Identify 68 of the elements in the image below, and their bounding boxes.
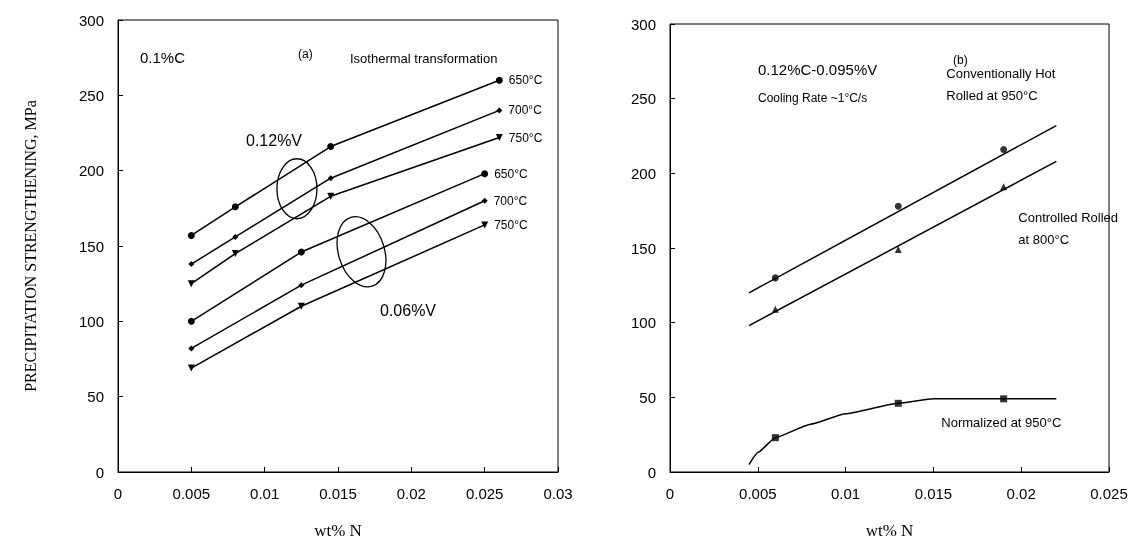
y-tick-label: 100 [78, 312, 104, 330]
y-tick-label: 250 [630, 90, 656, 108]
point [894, 202, 902, 210]
series-label: Controlled Rolled at 800°C [1018, 209, 1122, 247]
y-tick-label: 150 [78, 237, 104, 255]
point [298, 282, 305, 289]
series-label: 650°C [508, 73, 543, 88]
y-tick-label: 250 [78, 86, 104, 104]
point [495, 134, 503, 142]
series-label: 700°C [493, 193, 528, 208]
annotation: 0.1%C [140, 49, 186, 66]
point [481, 221, 489, 229]
y-tick-label: 300 [78, 11, 104, 29]
point [232, 233, 239, 240]
point [231, 203, 239, 211]
point [1000, 145, 1008, 153]
annotation: (a) [298, 47, 313, 61]
y-tick-label: 200 [78, 162, 104, 180]
x-tick-label: 0.005 [172, 485, 211, 502]
point [327, 143, 335, 151]
y-tick-label: 50 [87, 388, 104, 406]
x-tick-label: 0.005 [739, 485, 777, 502]
y-tick-label: 300 [630, 15, 656, 33]
point [188, 261, 195, 268]
annotation: (b) [953, 53, 968, 67]
x-tick-label: 0.025 [1090, 485, 1128, 502]
point [187, 231, 195, 239]
series-label: 700°C [508, 103, 543, 118]
y-tick-label: 200 [630, 164, 656, 182]
x-tick-label: 0.02 [396, 485, 426, 502]
annotation: 0.12%V [246, 131, 303, 149]
point [481, 197, 488, 204]
series-label: Conventionally Hot Rolled at 950°C [946, 66, 1060, 104]
annotation: 0.06%V [380, 301, 437, 319]
series-label: 750°C [494, 217, 528, 232]
series-label: Normalized at 950°C [941, 414, 1062, 430]
point [327, 175, 334, 182]
point [187, 280, 195, 288]
x-tick-label: 0.01 [250, 485, 280, 502]
y-tick-label: 0 [647, 463, 656, 481]
x-tick-label: 0.01 [831, 485, 861, 502]
y-axis-title: PRECIPITATION STRENGTHENING, MPa [21, 100, 39, 392]
x-tick-label: 0.02 [1006, 485, 1036, 502]
point [297, 248, 305, 256]
y-tick-label: 100 [630, 314, 656, 332]
y-tick-label: 0 [95, 463, 104, 481]
y-tick-label: 50 [639, 388, 656, 406]
x-axis-title: wt% N [865, 521, 914, 540]
point [496, 107, 503, 114]
series-label: 650°C [494, 166, 528, 181]
x-axis-title: wt% N [314, 521, 362, 540]
point [495, 76, 503, 84]
y-tick-label: 150 [630, 239, 656, 257]
annotation: Isothermal transformation [350, 51, 498, 66]
x-tick-label: 0.015 [319, 485, 357, 502]
x-tick-label: 0.015 [914, 485, 953, 502]
x-tick-label: 0.03 [543, 485, 573, 502]
point [188, 345, 195, 352]
point [187, 317, 195, 325]
point [231, 250, 239, 258]
series-label: 750°C [508, 130, 543, 145]
x-tick-label: 0 [665, 485, 675, 502]
annotation: Cooling Rate ~1°C/s [758, 91, 868, 105]
annotation: 0.12%C-0.095%V [758, 61, 878, 78]
point [481, 170, 489, 178]
x-tick-label: 0.025 [465, 485, 504, 502]
x-tick-label: 0 [113, 485, 123, 502]
point [894, 245, 902, 253]
